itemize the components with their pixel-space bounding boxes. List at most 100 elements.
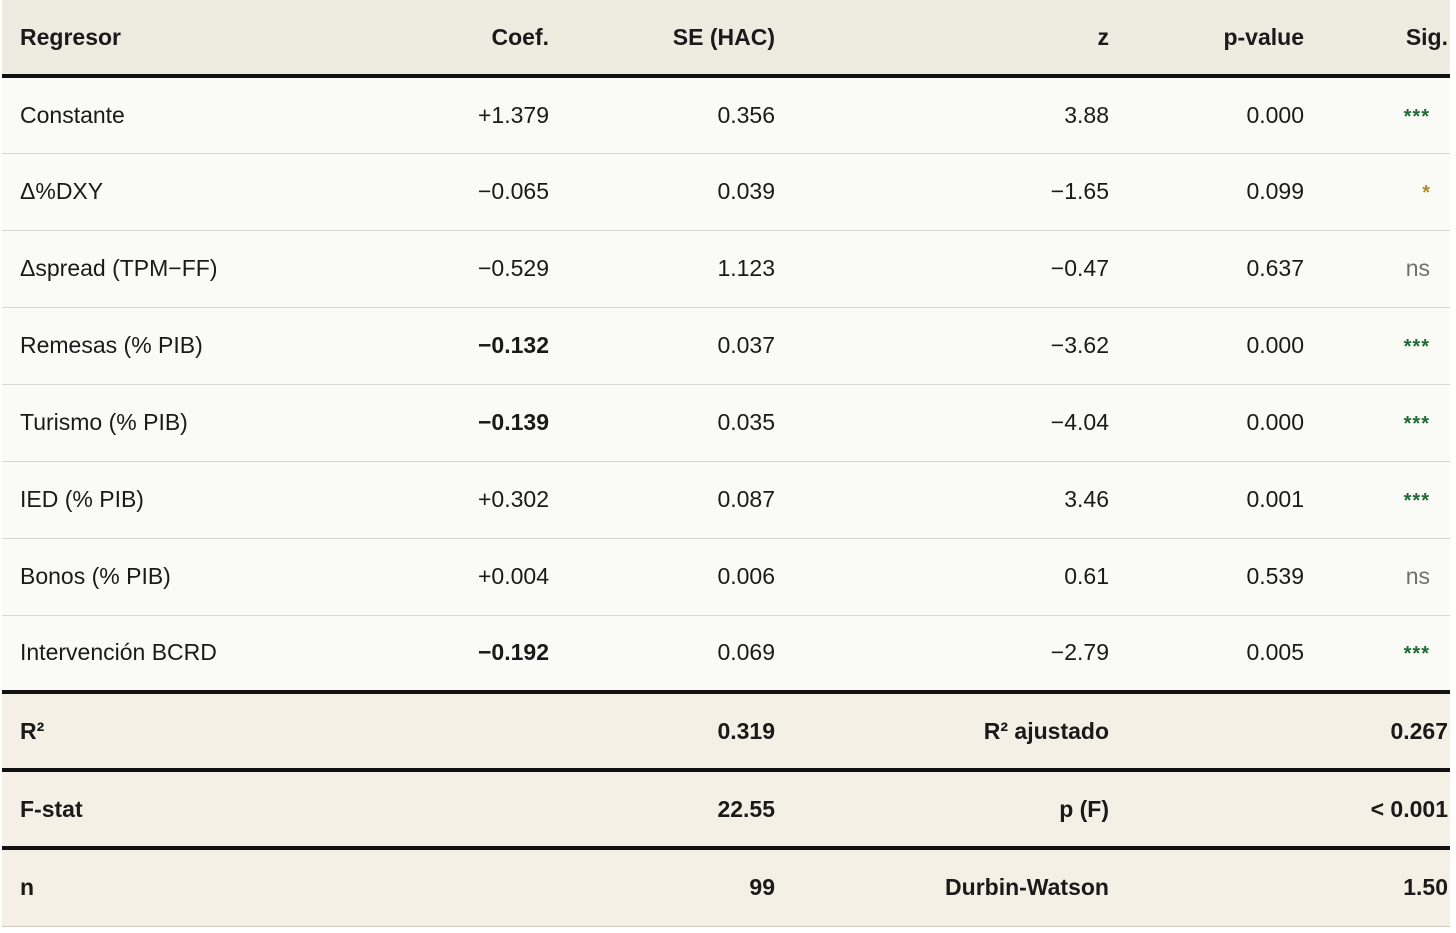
cell-z: 3.46 (775, 461, 1109, 539)
row-pad (2, 615, 20, 694)
row-pad (2, 153, 20, 231)
cell-sig: *** (1304, 461, 1450, 539)
coefficients-body: Constante +1.379 0.356 3.88 0.000 *** Δ%DXY −0.… (2, 76, 1450, 694)
cell-se: 0.087 (549, 461, 775, 539)
stat-label-1: F-stat (20, 770, 383, 850)
cell-z: −3.62 (775, 307, 1109, 385)
cell-coef: −0.192 (383, 615, 549, 694)
row-pad (2, 307, 20, 385)
row-pad (2, 770, 20, 850)
table-row: Constante +1.379 0.356 3.88 0.000 *** (2, 76, 1450, 154)
significance-marker: * (1422, 182, 1430, 204)
table-row: IED (% PIB) +0.302 0.087 3.46 0.001 *** (2, 461, 1450, 539)
cell-z: −4.04 (775, 384, 1109, 462)
cell-regresor: Δ%DXY (20, 153, 383, 231)
row-pad (2, 692, 20, 772)
cell-z: −1.65 (775, 153, 1109, 231)
header-pad (2, 0, 20, 78)
significance-marker: *** (1403, 490, 1430, 512)
row-pad (2, 230, 20, 308)
cell-se: 0.006 (549, 538, 775, 616)
cell-z: −2.79 (775, 615, 1109, 694)
cell-se: 0.037 (549, 307, 775, 385)
cell-se: 0.039 (549, 153, 775, 231)
stat-spacer (1109, 692, 1304, 772)
table-row: Remesas (% PIB) −0.132 0.037 −3.62 0.000 *** (2, 307, 1450, 385)
stat-spacer (383, 692, 549, 772)
header-row: Regresor Coef. SE (HAC) z p-value Sig. (2, 0, 1450, 78)
stats-row: R² 0.319 R² ajustado 0.267 (2, 692, 1450, 772)
cell-regresor: Δspread (TPM−FF) (20, 230, 383, 308)
cell-sig: ns (1304, 230, 1450, 308)
header-sig: Sig. (1304, 0, 1450, 78)
stat-label-2: p (F) (775, 770, 1109, 850)
table-row: Bonos (% PIB) +0.004 0.006 0.61 0.539 ns (2, 538, 1450, 616)
cell-regresor: Constante (20, 76, 383, 154)
cell-coef: −0.529 (383, 230, 549, 308)
header-se: SE (HAC) (549, 0, 775, 78)
stat-spacer (383, 848, 549, 927)
significance-marker: ns (1405, 563, 1430, 589)
row-pad (2, 461, 20, 539)
stat-spacer (383, 770, 549, 850)
table-header: Regresor Coef. SE (HAC) z p-value Sig. (2, 0, 1450, 78)
cell-coef: +0.302 (383, 461, 549, 539)
stat-label-1: n (20, 848, 383, 927)
table-row: Intervención BCRD −0.192 0.069 −2.79 0.005 **… (2, 615, 1450, 694)
cell-pvalue: 0.637 (1109, 230, 1304, 308)
cell-sig: *** (1304, 307, 1450, 385)
stat-label-2: Durbin-Watson (775, 848, 1109, 927)
cell-sig: *** (1304, 76, 1450, 154)
cell-coef: −0.139 (383, 384, 549, 462)
statistics-body: R² 0.319 R² ajustado 0.267 F-stat 22.55 p (F) <… (2, 692, 1450, 927)
stat-spacer (1109, 848, 1304, 927)
row-pad (2, 76, 20, 154)
cell-regresor: Remesas (% PIB) (20, 307, 383, 385)
cell-z: 3.88 (775, 76, 1109, 154)
cell-regresor: Turismo (% PIB) (20, 384, 383, 462)
stat-value-1: 0.319 (549, 692, 775, 772)
row-pad (2, 384, 20, 462)
significance-marker: ns (1405, 255, 1430, 281)
stat-label-2: R² ajustado (775, 692, 1109, 772)
significance-marker: *** (1403, 413, 1430, 435)
cell-regresor: IED (% PIB) (20, 461, 383, 539)
cell-coef: −0.132 (383, 307, 549, 385)
cell-se: 0.069 (549, 615, 775, 694)
stat-spacer (1109, 770, 1304, 850)
row-pad (2, 538, 20, 616)
stat-value-1: 22.55 (549, 770, 775, 850)
cell-coef: +1.379 (383, 76, 549, 154)
cell-se: 0.035 (549, 384, 775, 462)
cell-pvalue: 0.001 (1109, 461, 1304, 539)
cell-pvalue: 0.005 (1109, 615, 1304, 694)
row-pad (2, 848, 20, 927)
cell-coef: +0.004 (383, 538, 549, 616)
cell-regresor: Intervención BCRD (20, 615, 383, 694)
cell-pvalue: 0.000 (1109, 307, 1304, 385)
cell-z: 0.61 (775, 538, 1109, 616)
stats-row: n 99 Durbin-Watson 1.50 (2, 848, 1450, 927)
header-coef: Coef. (383, 0, 549, 78)
header-z: z (775, 0, 1109, 78)
cell-sig: *** (1304, 615, 1450, 694)
cell-sig: *** (1304, 384, 1450, 462)
stat-value-1: 99 (549, 848, 775, 927)
table-row: Δ%DXY −0.065 0.039 −1.65 0.099 * (2, 153, 1450, 231)
table-row: Δspread (TPM−FF) −0.529 1.123 −0.47 0.637 ns (2, 230, 1450, 308)
cell-pvalue: 0.099 (1109, 153, 1304, 231)
cell-sig: * (1304, 153, 1450, 231)
stat-value-2: 0.267 (1304, 692, 1450, 772)
stat-label-1: R² (20, 692, 383, 772)
cell-z: −0.47 (775, 230, 1109, 308)
stat-value-2: < 0.001 (1304, 770, 1450, 850)
cell-se: 0.356 (549, 76, 775, 154)
significance-marker: *** (1403, 105, 1430, 128)
significance-marker: *** (1403, 643, 1430, 666)
cell-pvalue: 0.539 (1109, 538, 1304, 616)
cell-regresor: Bonos (% PIB) (20, 538, 383, 616)
stats-row: F-stat 22.55 p (F) < 0.001 (2, 770, 1450, 850)
header-regresor: Regresor (20, 0, 383, 78)
